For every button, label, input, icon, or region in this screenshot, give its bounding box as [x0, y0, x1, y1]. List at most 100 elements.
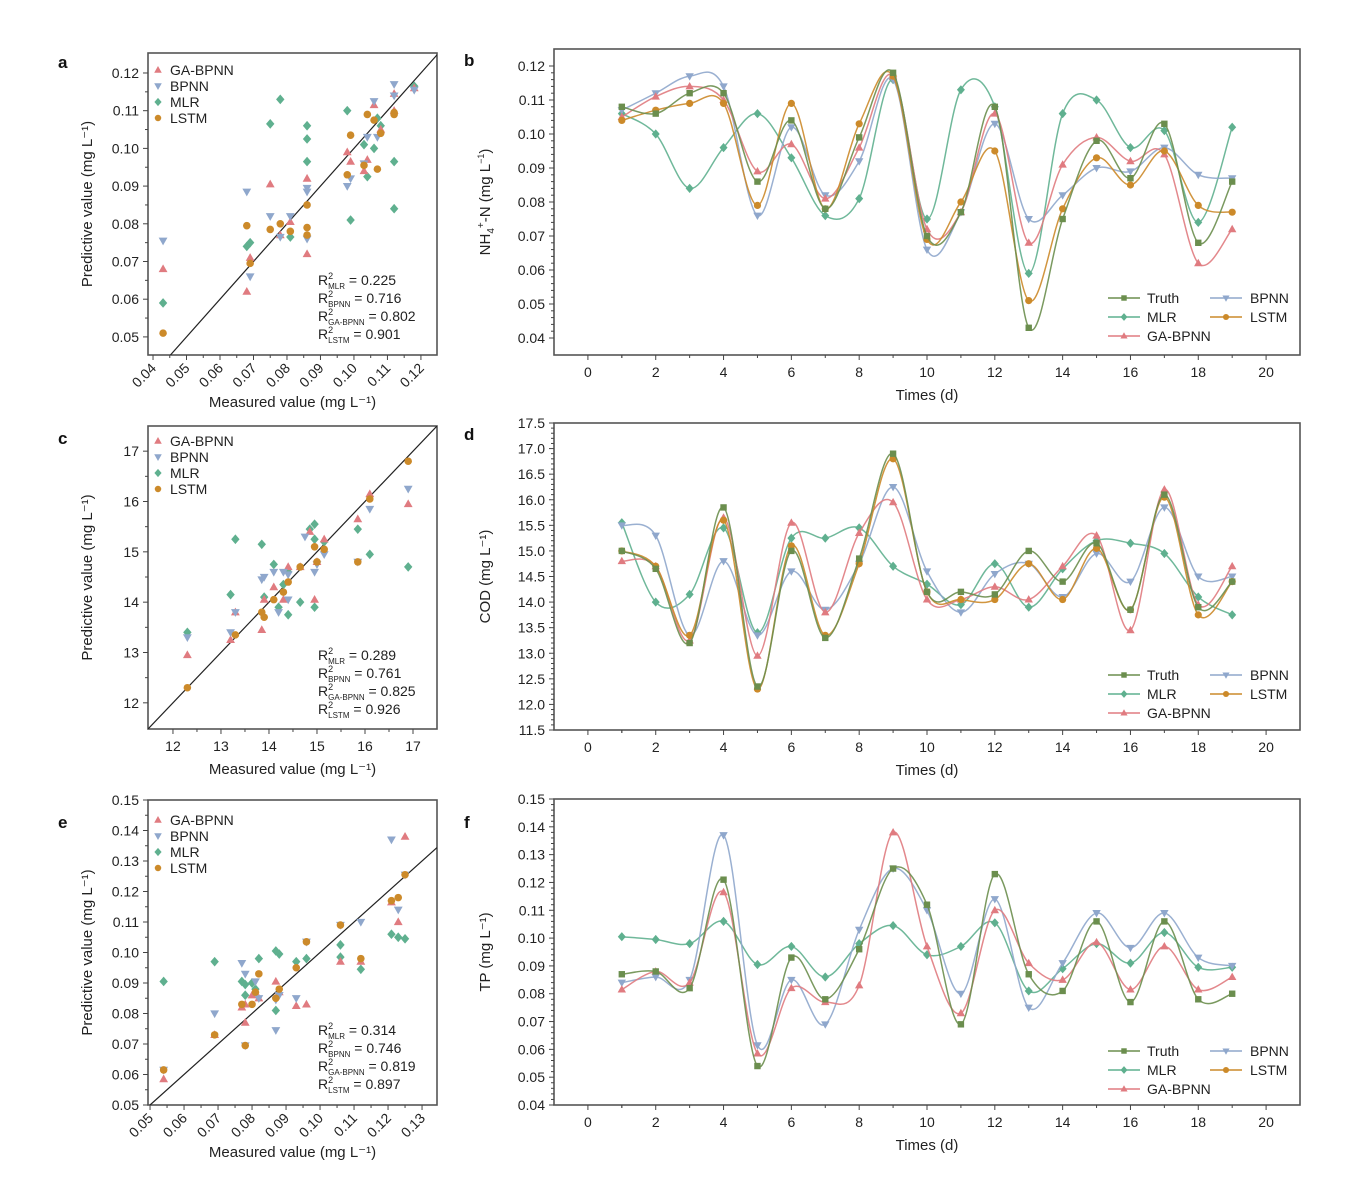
legend-label: LSTM — [1250, 1062, 1287, 1078]
data-point — [271, 1027, 281, 1035]
data-point — [302, 953, 311, 964]
data-point — [1160, 147, 1168, 155]
data-point — [922, 568, 932, 576]
x-tick-label: 12 — [987, 739, 1003, 755]
data-point — [363, 171, 372, 182]
data-point — [182, 634, 192, 643]
plot-area — [158, 54, 437, 355]
data-point — [1194, 962, 1203, 972]
x-tick-label: 0.11 — [364, 360, 394, 390]
data-point — [342, 182, 352, 191]
y-tick-label: 0.08 — [112, 216, 139, 232]
y-tick-label: 0.08 — [518, 194, 545, 210]
data-point — [719, 83, 728, 91]
r2-annotation: R2 MLR = 0.314 — [318, 1021, 396, 1041]
data-point — [1024, 958, 1033, 967]
data-point — [651, 934, 660, 945]
data-point — [1059, 215, 1066, 223]
data-point — [241, 990, 250, 1001]
r2-annotation: R2 LSTM = 0.926 — [318, 700, 401, 720]
data-point — [356, 964, 366, 975]
legend-label: MLR — [170, 844, 200, 860]
panel-label: e — [58, 813, 67, 832]
data-point — [276, 94, 285, 105]
y-tick-label: 0.10 — [518, 126, 545, 142]
data-point — [1228, 178, 1236, 185]
y-tick-label: 0.15 — [112, 792, 139, 808]
x-axis-title: Measured value (mg L⁻¹) — [209, 394, 376, 411]
legend-marker-truth — [1121, 672, 1127, 678]
y-tick-label: 15.5 — [518, 517, 545, 533]
data-point — [1194, 954, 1203, 962]
data-point — [245, 237, 255, 248]
data-point — [1195, 604, 1202, 611]
data-point — [182, 650, 192, 659]
data-point — [319, 551, 329, 559]
data-point — [888, 483, 898, 492]
r2-annotation: R2 MLR = 0.289 — [318, 646, 396, 666]
y-tick-label: 0.06 — [112, 291, 139, 307]
data-point — [159, 329, 167, 337]
y-tick-label: 0.10 — [112, 945, 139, 961]
x-tick-label: 14 — [1055, 364, 1071, 380]
r2-annotation: R2 LSTM = 0.897 — [318, 1075, 401, 1095]
data-point — [1160, 548, 1169, 559]
data-point — [651, 92, 660, 100]
y-tick-label: 12.5 — [518, 671, 545, 687]
data-point — [365, 489, 375, 498]
data-point — [1194, 217, 1203, 227]
data-point — [956, 1008, 966, 1017]
data-point — [787, 542, 795, 550]
legend-marker-lstm — [154, 114, 162, 122]
data-point — [210, 1010, 220, 1019]
data-point — [259, 573, 269, 582]
data-point — [1092, 95, 1101, 105]
y-tick-label: 17 — [123, 443, 139, 459]
data-point — [1024, 986, 1033, 996]
legend-label: LSTM — [170, 860, 207, 876]
legend-label: BPNN — [1250, 667, 1289, 683]
legend-marker-mlr — [1120, 313, 1128, 321]
legend-marker-lstm — [1222, 690, 1230, 698]
data-point — [957, 209, 965, 216]
y-tick-label: 0.07 — [112, 1036, 139, 1052]
data-point — [242, 188, 252, 197]
x-tick-label: 0.05 — [126, 1110, 157, 1141]
data-point — [855, 120, 863, 128]
data-point — [1194, 985, 1203, 993]
data-point — [753, 167, 762, 175]
data-point — [651, 974, 660, 982]
x-tick-label: 18 — [1190, 739, 1206, 755]
data-point — [1195, 996, 1202, 1003]
y-axis-title: COD (mg L⁻¹) — [477, 530, 494, 624]
y-tick-label: 17.5 — [518, 415, 545, 431]
data-point — [822, 205, 829, 212]
data-point — [387, 836, 396, 845]
data-point — [1058, 109, 1067, 119]
x-axis-title: Measured value (mg L⁻¹) — [209, 1144, 376, 1161]
series-mlr — [159, 929, 410, 1016]
legend-label: GA-BPNN — [1147, 328, 1211, 344]
legend-label: BPNN — [170, 828, 209, 844]
data-point — [390, 108, 398, 117]
data-point — [822, 996, 829, 1003]
data-point — [1194, 573, 1203, 581]
y-tick-label: 0.06 — [518, 1041, 545, 1057]
data-point — [291, 995, 301, 1003]
panel-label: c — [58, 429, 67, 448]
y-tick-label: 0.10 — [518, 930, 545, 946]
data-point — [300, 533, 310, 542]
data-point — [266, 225, 275, 234]
series-bpnn — [182, 485, 413, 643]
r2-annotation: R2 LSTM = 0.901 — [318, 325, 401, 345]
legend-marker-bpnn — [154, 833, 162, 840]
data-point — [686, 631, 694, 639]
legend-marker-truth — [1121, 1048, 1127, 1054]
data-point — [346, 131, 355, 139]
data-point — [387, 929, 396, 940]
data-point — [1161, 120, 1168, 127]
x-tick-label: 2 — [652, 1114, 660, 1130]
legend-marker-ga-bpnn — [154, 66, 162, 73]
data-point — [855, 555, 863, 562]
data-point — [369, 98, 379, 106]
